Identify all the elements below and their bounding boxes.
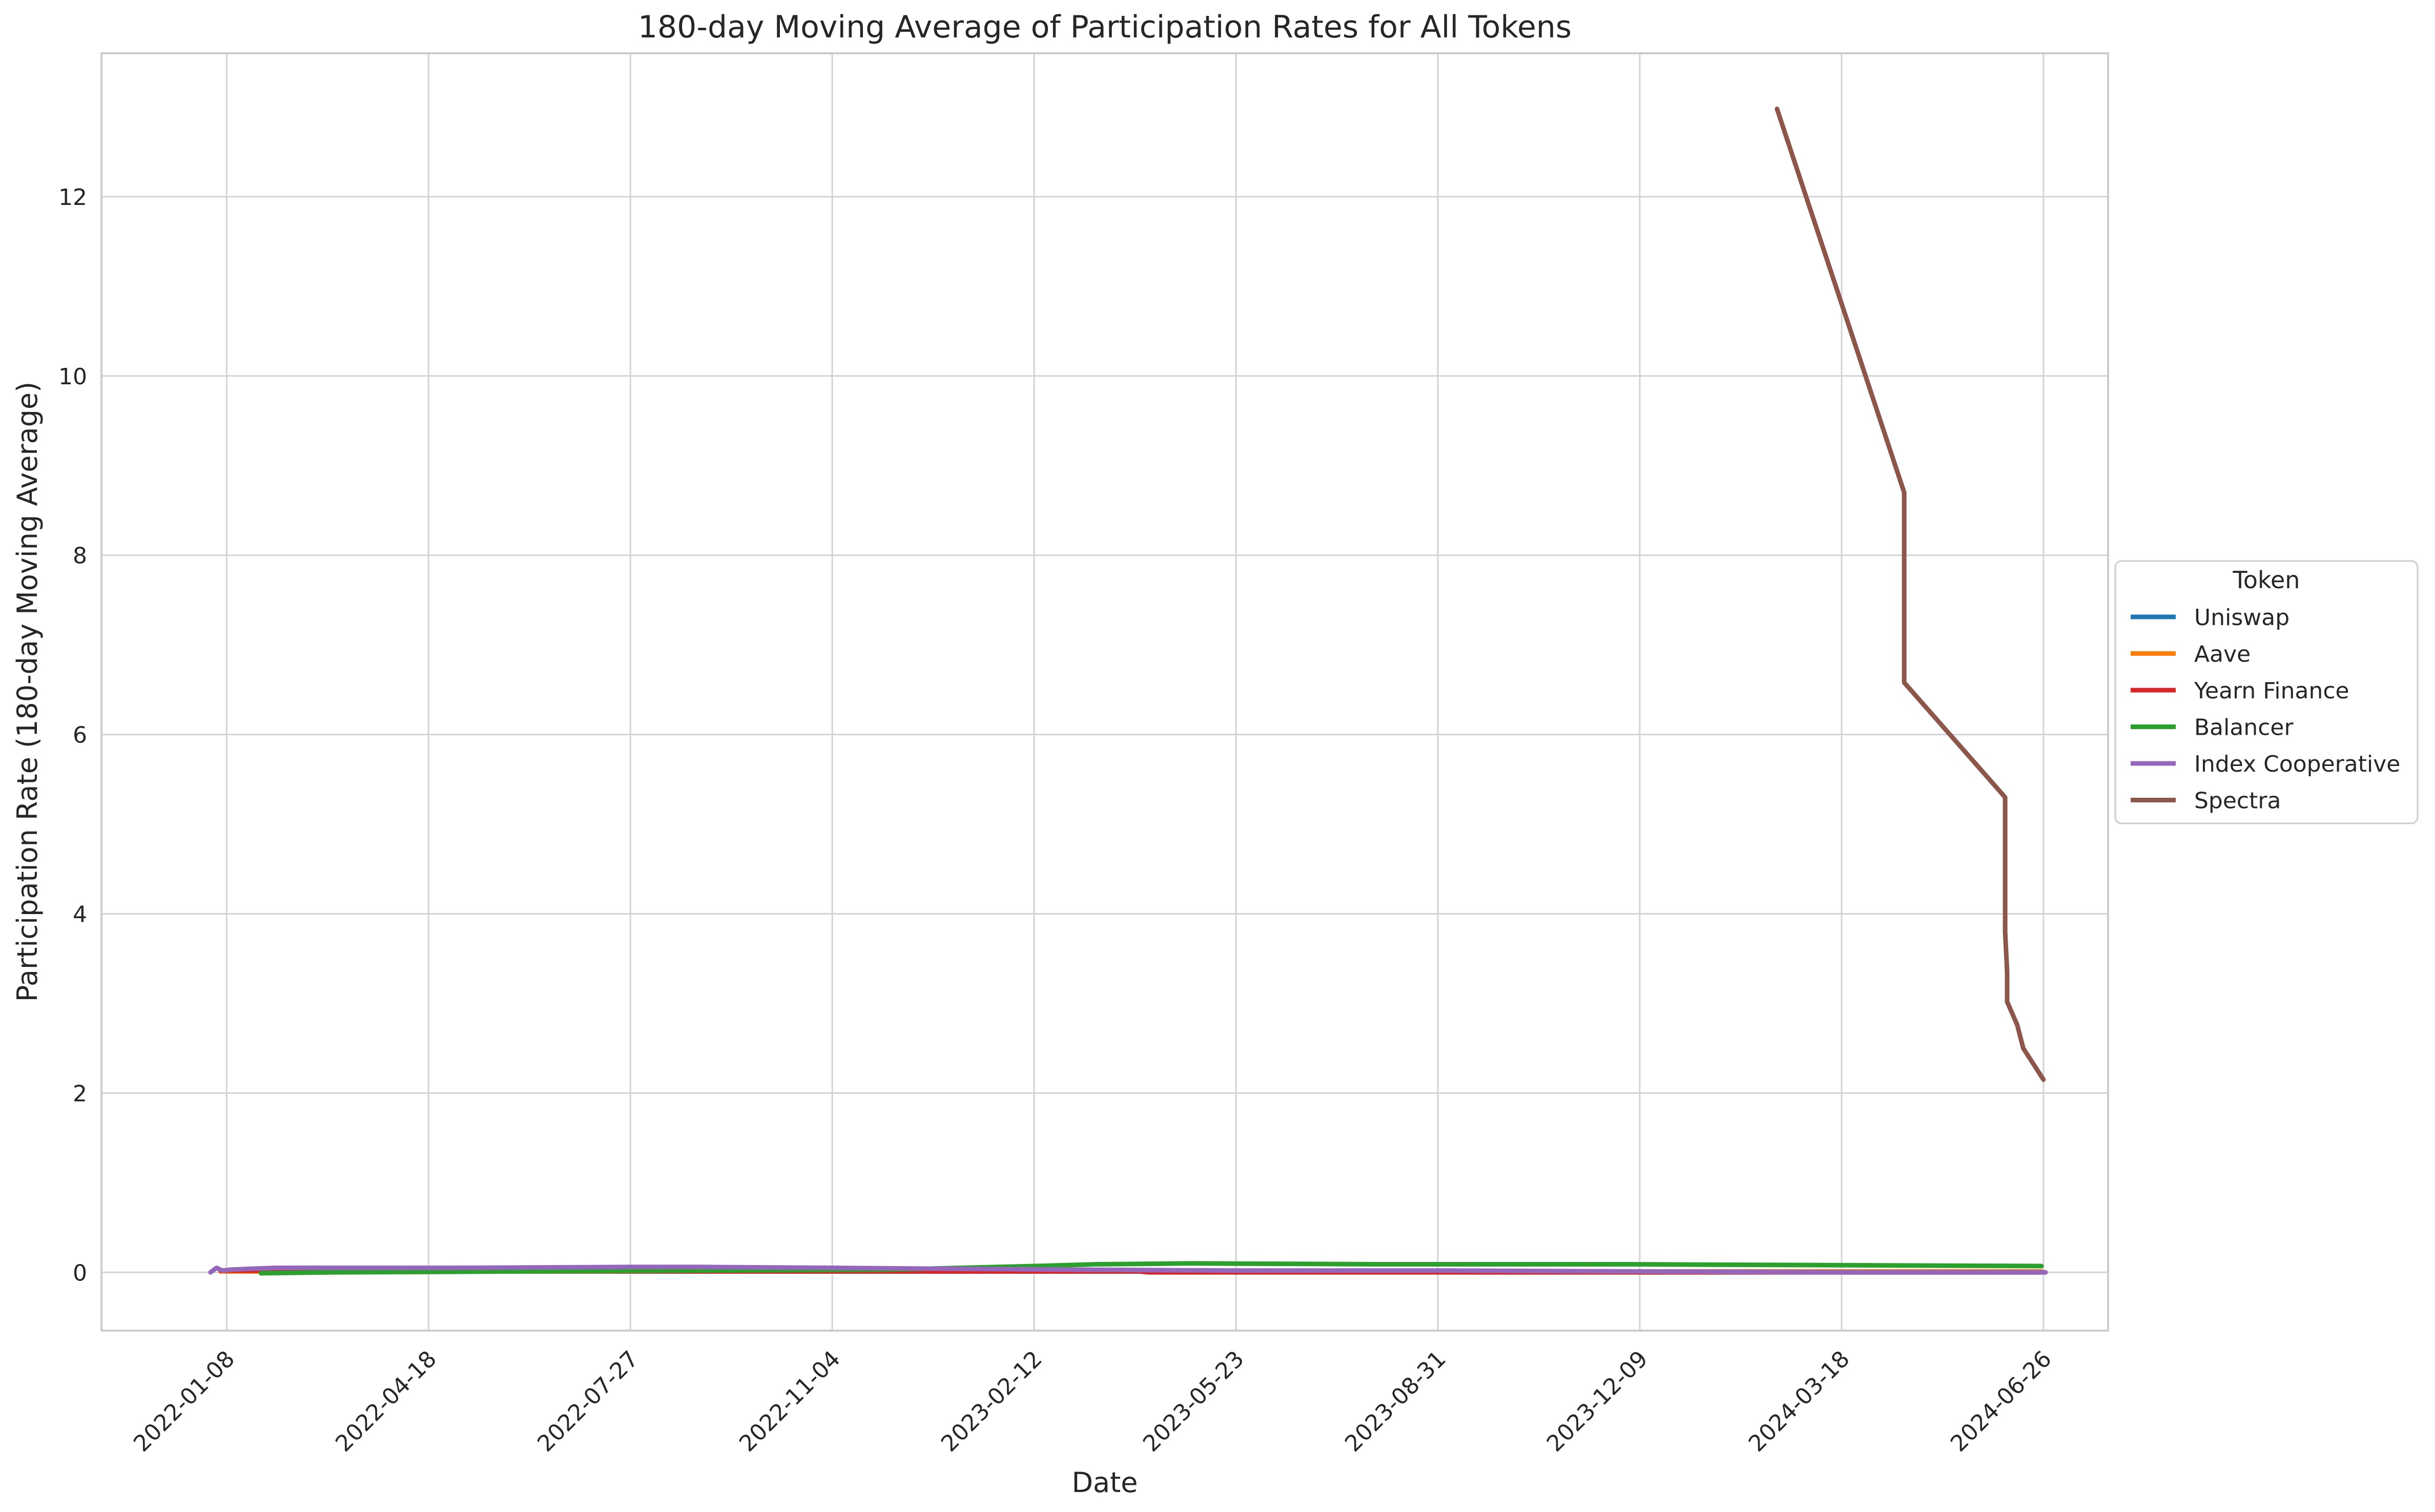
y-tick-label: 0	[73, 1260, 87, 1286]
legend-label-aave: Aave	[2194, 641, 2251, 668]
x-axis-label: Date	[1071, 1466, 1138, 1499]
series-line-spectra	[1774, 107, 2046, 1082]
y-axis-label: Participation Rate (180-day Moving Avera…	[11, 382, 44, 1002]
y-tick-label: 10	[58, 364, 87, 390]
plot-frame	[100, 52, 2109, 1332]
chart-title: 180-day Moving Average of Participation …	[638, 9, 1572, 45]
y-tick-label: 6	[73, 722, 87, 749]
legend-label-spectra: Spectra	[2194, 788, 2281, 814]
y-tick-label: 12	[58, 184, 87, 211]
series-layer	[208, 107, 2048, 1276]
y-tick-labels: 0 2 4 6 8 10 12	[58, 184, 87, 1286]
legend-label-balancer: Balancer	[2194, 715, 2294, 741]
y-tick-label: 8	[73, 543, 87, 569]
y-tick-label: 4	[73, 901, 87, 927]
legend-label-index-cooperative: Index Cooperative	[2194, 751, 2400, 777]
legend-label-uniswap: Uniswap	[2194, 605, 2289, 631]
legend-label-yearn-finance: Yearn Finance	[2194, 678, 2349, 704]
series-line-index-cooperative	[208, 1265, 2048, 1275]
series-line-balancer	[258, 1261, 2044, 1276]
legend-title: Token	[2233, 566, 2300, 594]
legend-box	[2114, 560, 2419, 824]
y-tick-label: 2	[73, 1081, 87, 1107]
legend-items: Uniswap Aave Yearn Finance Balancer Index Co…	[2131, 605, 2400, 814]
legend: Token Uniswap Aave Yearn Finance Balancer In…	[2114, 560, 2419, 824]
